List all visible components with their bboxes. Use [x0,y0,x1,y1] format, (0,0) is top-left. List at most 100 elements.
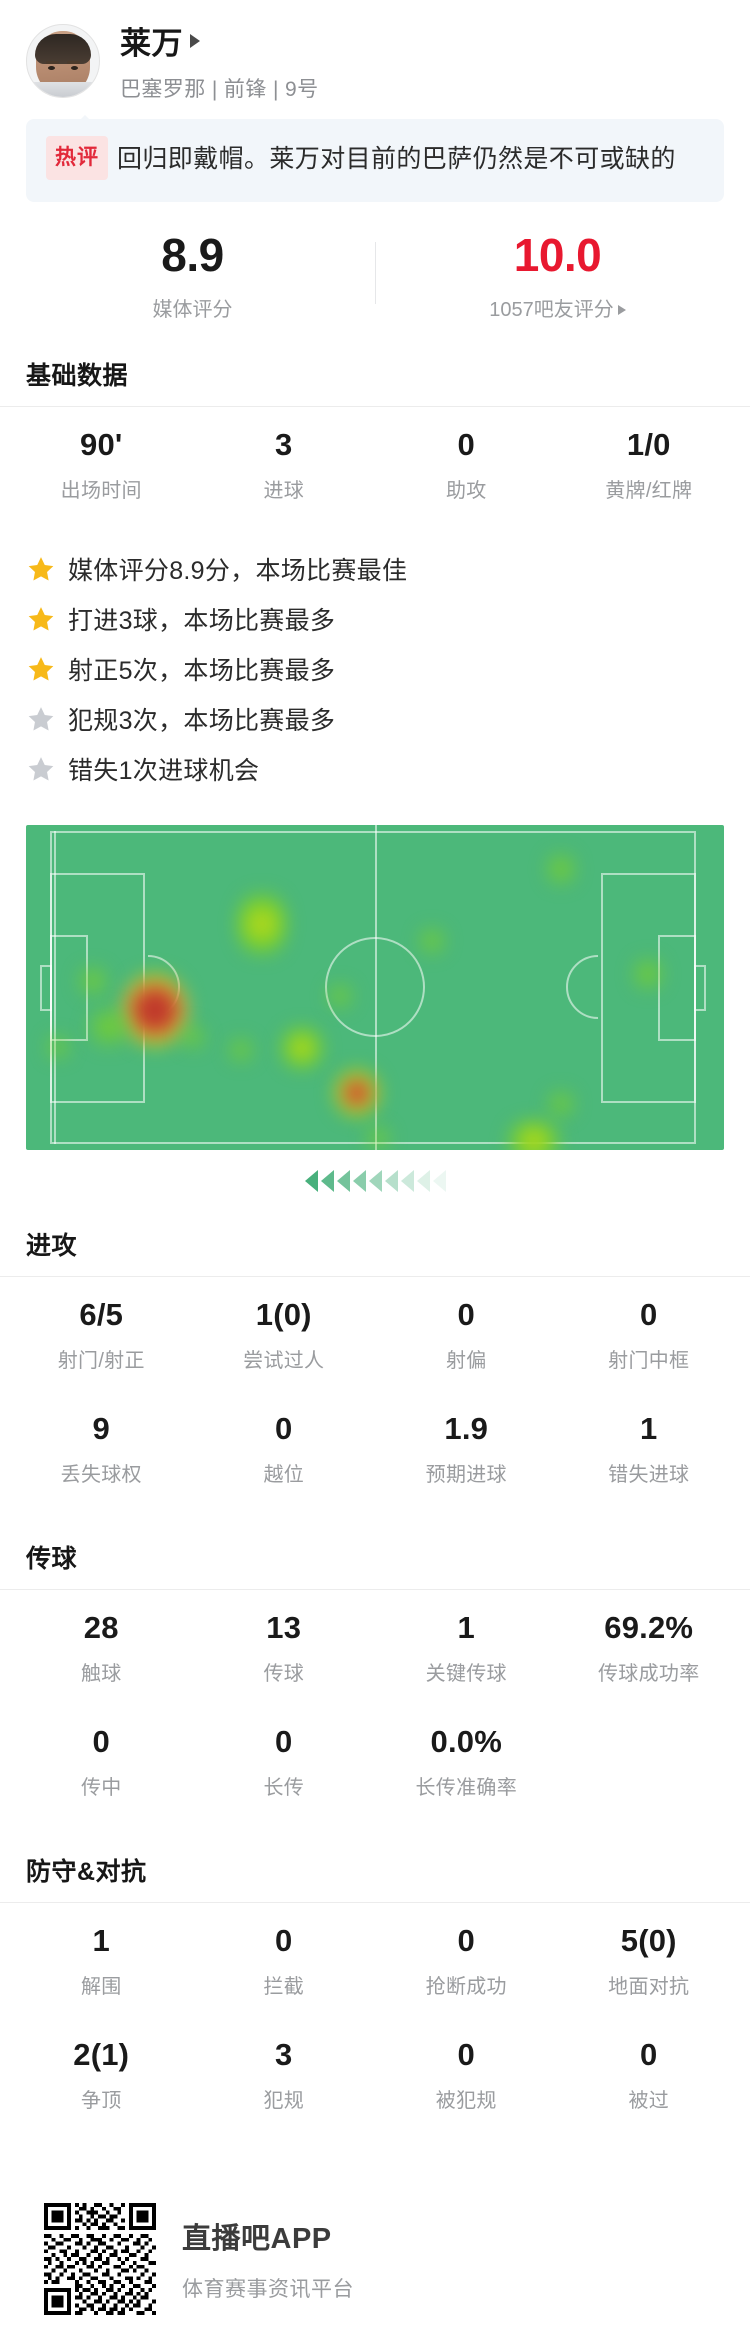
stat-value: 0 [457,1297,475,1332]
star-icon [28,706,54,730]
swipe-hint [0,1170,750,1192]
stat-label: 射门/射正 [57,1350,145,1372]
stat-label: 犯规 [263,2090,305,2112]
stat-value: 1(0) [255,1297,312,1332]
stat-value: 90' [80,427,123,462]
stat-cell: 3 犯规 [193,2017,376,2131]
stat-cell: 0 传中 [10,1704,193,1818]
stat-label: 长传准确率 [415,1777,517,1799]
stat-label: 解围 [80,1976,122,1998]
stat-cell: 0 越位 [193,1391,376,1505]
stat-value: 0 [457,1923,475,1958]
stat-label: 拦截 [263,1976,305,1998]
section-title-basic: 基础数据 [26,362,129,390]
defense-stats-row-2: 2(1) 争顶 3 犯规 0 被犯规 0 被过 [0,2017,750,2131]
heat-blob [364,1123,392,1150]
chevron-left-icon [384,1170,398,1192]
player-name-row[interactable]: 莱万 [120,18,319,63]
player-meta: 巴塞罗那 | 前锋 | 9号 [120,78,319,101]
stat-cell: 0.0% 长传准确率 [375,1704,558,1818]
stat-cell: 0 射偏 [375,1277,558,1391]
fan-rating-label[interactable]: 1057吧友评分 [375,293,740,322]
stat-label: 错失进球 [608,1464,690,1486]
heatmap-pitch[interactable] [26,825,724,1150]
divider [0,1589,750,1590]
chevron-left-icon [432,1170,446,1192]
stat-cell: 0 抢断成功 [375,1903,558,2017]
attack-stats-row-2: 9 丢失球权 0 越位 1.9 预期进球 1 错失进球 [0,1391,750,1505]
hot-comment-badge: 热评 [46,136,108,180]
avatar-brow-right [67,60,80,64]
highlight-text: 错失1次进球机会 [68,757,260,785]
media-rating: 8.9 媒体评分 [10,228,375,322]
stat-value: 0 [640,1297,658,1332]
heatmap-section[interactable] [0,825,750,1150]
footer-text: 直播吧APP 体育赛事资讯平台 [182,2215,354,2303]
stat-label: 关键传球 [425,1663,507,1685]
media-rating-value: 8.9 [161,229,224,281]
passing-stats-row-1: 28 触球 13 传球 1 关键传球 69.2% 传球成功率 [0,1590,750,1704]
page-title: 莱万 [120,26,183,61]
stat-label: 触球 [80,1663,122,1685]
pitch-left-touchline [54,831,56,1144]
avatar[interactable] [26,23,100,98]
hot-comment-text: 回归即戴帽。莱万对目前的巴萨仍然是不可或缺的 [117,145,676,173]
stat-cell: 1 关键传球 [375,1590,558,1704]
stat-cell: 1 错失进球 [558,1391,741,1505]
stat-cell: 13 传球 [193,1590,376,1704]
stat-label: 越位 [263,1464,305,1486]
hot-comment-box[interactable]: 热评 回归即戴帽。莱万对目前的巴萨仍然是不可或缺的 [26,119,724,202]
callout-arrow-icon [74,115,96,126]
heat-blob [546,1087,576,1121]
stat-cell: 0 被犯规 [375,2017,558,2131]
heat-blob [334,1069,380,1117]
defense-stats-row-1: 1 解围 0 拦截 0 抢断成功 5(0) 地面对抗 [0,1903,750,2017]
player-header[interactable]: 莱万 巴塞罗那 | 前锋 | 9号 [0,0,750,113]
media-rating-label-text: 媒体评分 [152,299,233,321]
stat-cell: 69.2% 传球成功率 [558,1590,741,1704]
footer-subtitle: 体育赛事资讯平台 [182,2278,354,2301]
app-promo-footer: 直播吧APP 体育赛事资讯平台 [0,2189,750,2329]
stat-value: 0 [640,2037,658,2072]
heat-blob [82,1005,136,1049]
media-rating-label: 媒体评分 [10,293,375,322]
stat-value: 0.0% [430,1724,502,1759]
stat-label: 传球 [263,1663,305,1685]
stat-label: 传中 [80,1777,122,1799]
fan-rating[interactable]: 10.0 1057吧友评分 [375,228,740,322]
stat-cell: 6/5 射门/射正 [10,1277,193,1391]
stat-cell: 0 被过 [558,2017,741,2131]
stat-cell: 0 长传 [193,1704,376,1818]
avatar-brow-left [46,60,59,64]
stat-label: 丢失球权 [60,1464,142,1486]
stat-label: 争顶 [80,2090,122,2112]
star-icon [28,756,54,780]
triangle-right-small-icon[interactable] [617,305,626,315]
stat-cell-empty [558,1704,741,1818]
pitch-left-goal [40,965,52,1011]
qr-code-icon [44,2203,156,2315]
chevron-left-icon [336,1170,350,1192]
stat-cell: 9 丢失球权 [10,1391,193,1505]
stat-value: 1 [92,1923,110,1958]
stat-label: 出场时间 [60,480,142,502]
pitch-center-circle [325,937,425,1037]
stat-label: 抢断成功 [425,1976,507,1998]
stat-cell: 90' 出场时间 [10,407,193,521]
triangle-right-icon[interactable] [190,33,200,48]
stat-value: 1 [640,1411,658,1446]
highlight-text: 打进3球，本场比赛最多 [68,607,336,635]
player-identity: 莱万 巴塞罗那 | 前锋 | 9号 [120,18,319,103]
star-icon [28,556,54,580]
stat-label: 地面对抗 [608,1976,690,1998]
list-item: 射正5次，本场比赛最多 [26,651,724,687]
chevron-left-icon [368,1170,382,1192]
footer-title: 直播吧APP [182,2223,332,2255]
list-item: 媒体评分8.9分，本场比赛最佳 [26,551,724,587]
list-item: 打进3球，本场比赛最多 [26,601,724,637]
avatar-hair [35,33,91,64]
stat-cell: 0 助攻 [375,407,558,521]
list-item: 犯规3次，本场比赛最多 [26,701,724,737]
stat-label: 射门中框 [608,1350,690,1372]
heat-blob [416,925,448,957]
